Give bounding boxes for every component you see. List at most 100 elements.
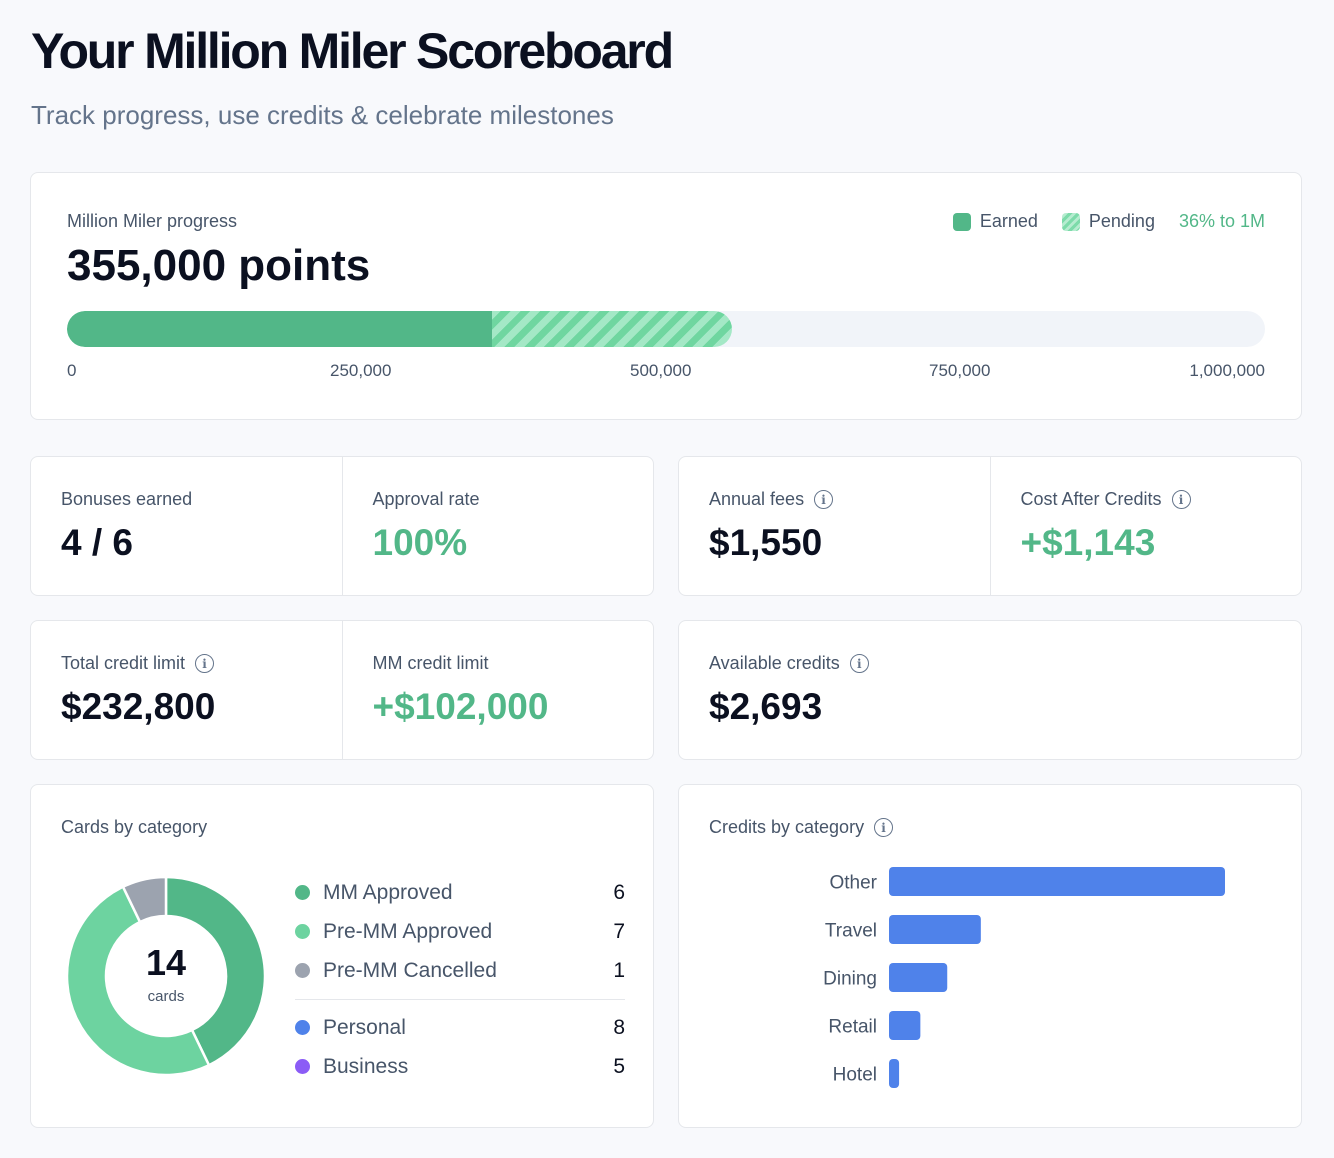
legend-count: 6 [613,880,625,904]
progress-card: Million Miler progress 355,000 points Ea… [30,172,1302,420]
credits-bar-chart: Other Travel Dining Retail Hotel [823,867,1225,1088]
cost-label-row: Cost After Credits i [1021,489,1272,510]
legend-mm-approved: MM Approved 6 [295,873,625,912]
legend-count: 7 [613,919,625,943]
legend-name: MM Approved [323,880,453,904]
approval-value: 100% [372,522,468,563]
legend-business: Business 5 [295,1047,625,1086]
tick-250k: 250,000 [330,361,392,380]
tick-500k: 500,000 [630,361,692,380]
legend-name: Personal [323,1015,406,1039]
fees-label: Annual fees [709,489,805,509]
page-title: Your Million Miler Scoreboard [31,23,674,79]
avail-stat: Available credits i $2,693 [679,621,1301,759]
personal-dot [295,1020,310,1035]
bonuses-value: 4 / 6 [61,522,133,563]
cards-donut: 14 cards [65,875,267,1077]
info-icon[interactable]: i [195,654,215,673]
donut-segment-pre-mm-cancelled [121,875,168,924]
donut-unit: cards [147,987,185,1005]
pre-mm-cancelled-dot [295,963,310,978]
business-dot [295,1059,310,1074]
total-limit-label: Total credit limit [61,653,186,673]
bar-label-retail: Retail [828,1017,877,1038]
donut-segment-mm-approved [164,875,267,1067]
credits-by-category-card: Credits by category i Other Travel Dining R… [678,784,1302,1128]
pending-swatch [1061,212,1080,231]
legend-divider [295,999,625,1000]
info-icon[interactable]: i [814,490,834,509]
legend-count: 5 [613,1054,625,1078]
total-limit-label-row: Total credit limit i [61,653,312,674]
total-limit-value: $232,800 [61,686,216,727]
info-icon[interactable]: i [849,654,869,673]
credit-limit-card: Total credit limit i $232,800 MM credit … [30,620,654,760]
mm-limit-label: MM credit limit [372,653,489,673]
progress-track [67,311,1265,347]
bar-travel[interactable] [889,915,981,944]
bar-label-hotel: Hotel [833,1065,877,1086]
cost-stat: Cost After Credits i +$1,143 [989,457,1302,595]
bar-dining[interactable] [889,963,948,992]
points-total: 355,000 points [67,241,371,290]
fees-cost-card: Annual fees i $1,550 Cost After Credits … [678,456,1302,596]
tick-750k: 750,000 [929,361,991,380]
bonuses-approval-card: Bonuses earned 4 / 6 Approval rate 100% [30,456,654,596]
progress-label: Million Miler progress [67,211,238,231]
fees-value: $1,550 [709,522,823,563]
mm-limit-stat: MM credit limit +$102,000 [341,621,654,759]
donut-chart [65,875,267,1077]
legend-pending-label: Pending [1088,211,1155,231]
bar-other[interactable] [889,867,1225,896]
legend-pre-mm-approved: Pre-MM Approved 7 [295,912,625,951]
cards-by-category-card: Cards by category 14 cards MM Approved 6… [30,784,654,1128]
legend-name: Pre-MM Approved [323,919,493,943]
info-icon[interactable]: i [1171,490,1191,509]
bar-label-other: Other [829,873,877,894]
legend-earned: Earned [952,211,1038,232]
cost-value: +$1,143 [1020,522,1156,563]
bar-hotel[interactable] [889,1059,900,1088]
tick-0: 0 [67,361,77,380]
avail-value: $2,693 [709,686,823,727]
progress-percent: 36% to 1M [1178,211,1265,231]
fees-stat: Annual fees i $1,550 [679,457,990,595]
earned-swatch [952,212,971,231]
fees-label-row: Annual fees i [709,489,960,510]
legend-earned-label: Earned [979,211,1038,231]
legend-count: 1 [613,958,625,982]
bar-label-travel: Travel [825,921,877,942]
bonuses-label: Bonuses earned [61,489,193,509]
legend-name: Business [323,1054,409,1078]
tick-1m: 1,000,000 [1189,361,1265,380]
legend-pre-mm-cancelled: Pre-MM Cancelled 1 [295,951,625,990]
category-legend: MM Approved 6 Pre-MM Approved 7 Pre-MM C… [295,873,625,1086]
credits-title-row: Credits by category i [709,817,894,838]
mm-limit-value: +$102,000 [372,686,549,727]
avail-label-row: Available credits i [709,653,1271,674]
progress-earned-fill [67,311,493,347]
donut-total: 14 [145,941,187,983]
bonuses-stat: Bonuses earned 4 / 6 [31,457,342,595]
donut-center: 14 cards [67,877,265,1075]
legend-count: 8 [613,1015,625,1039]
progress-legend: Earned Pending 36% to 1M [952,211,1265,232]
cost-label: Cost After Credits [1020,489,1162,509]
bar-retail[interactable] [889,1011,921,1040]
total-limit-stat: Total credit limit i $232,800 [31,621,342,759]
donut-segment-pre-mm-approved [65,885,211,1077]
legend-pending: Pending [1061,211,1155,232]
pre-mm-approved-dot [295,924,310,939]
legend-name: Pre-MM Cancelled [323,958,497,982]
available-credits-card: Available credits i $2,693 [678,620,1302,760]
approval-label: Approval rate [372,489,480,509]
info-icon[interactable]: i [874,818,894,837]
credits-category-title: Credits by category [709,817,865,837]
page-subtitle: Track progress, use credits & celebrate … [31,100,614,130]
approval-stat: Approval rate 100% [341,457,654,595]
legend-personal: Personal 8 [295,1008,625,1047]
cards-category-title: Cards by category [61,817,208,837]
bar-label-dining: Dining [823,969,877,990]
avail-label: Available credits [709,653,840,673]
mm-approved-dot [295,885,310,900]
